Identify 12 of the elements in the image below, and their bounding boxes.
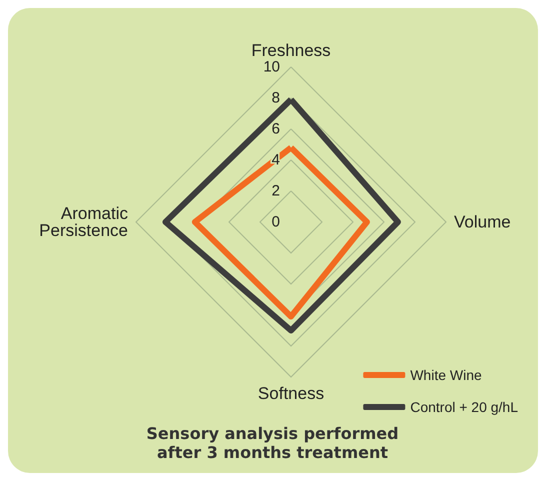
y-tick-label: 2 <box>272 182 280 200</box>
spoke-label: Freshness <box>251 41 331 60</box>
spoke-label: Softness <box>258 384 324 403</box>
spoke-label: Volume <box>454 212 511 232</box>
y-tick-label: 6 <box>272 120 280 138</box>
y-tick-label: 10 <box>263 58 280 76</box>
legend-label: White Wine <box>410 367 482 383</box>
text: Sensory analysis performed after 3 months treatment <box>146 424 399 462</box>
y-tick-label: 0 <box>272 214 280 230</box>
spoke-label: Aromatic Persistence <box>39 204 128 240</box>
legend-label: Control + 20 g/hL <box>410 399 518 415</box>
y-tick-label: 8 <box>272 90 280 106</box>
